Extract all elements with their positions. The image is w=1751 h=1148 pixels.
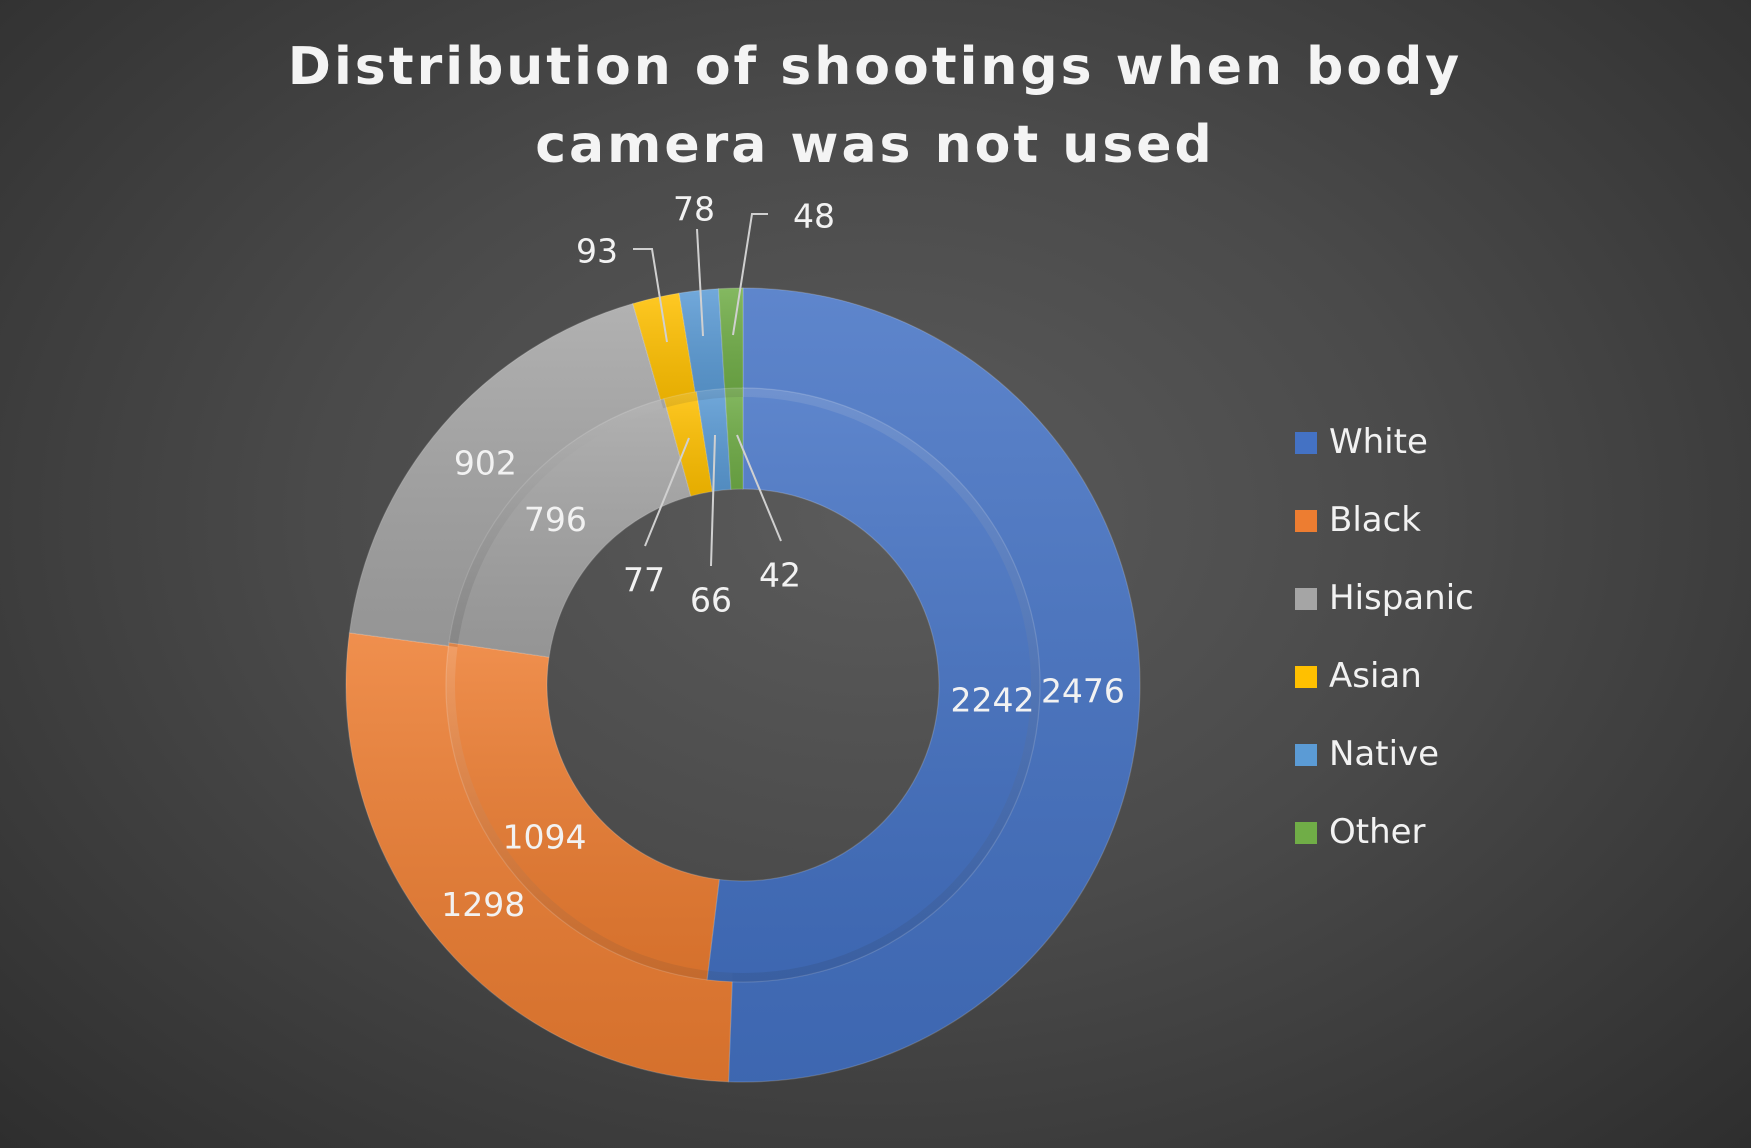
legend-item-asian: Asian xyxy=(1295,654,1595,696)
leader-line-outer-other xyxy=(732,213,768,336)
slice-shade-inner-asian xyxy=(663,391,713,497)
chart-title: Distribution of shootings when body came… xyxy=(287,37,1463,175)
legend-label: Black xyxy=(1329,500,1421,540)
slice-shade-outer-black xyxy=(345,632,733,1082)
legend-swatch xyxy=(1295,510,1317,532)
legend-swatch xyxy=(1295,588,1317,610)
legend-label: White xyxy=(1329,422,1428,462)
data-label-outer-native: 78 xyxy=(673,190,715,229)
data-label-inner-asian: 77 xyxy=(623,561,665,600)
slice-shade-outer-asian xyxy=(632,293,697,409)
legend-item-other: Other xyxy=(1295,810,1595,852)
slice-shade-outer-hispanic xyxy=(349,303,664,648)
legend-item-white: White xyxy=(1295,420,1595,462)
leader-line-outer-asian xyxy=(633,248,668,343)
legend-swatch xyxy=(1295,744,1317,766)
data-label-inner-other: 42 xyxy=(759,556,801,595)
leader-line-inner-asian xyxy=(644,437,690,547)
leader-line-outer-native xyxy=(696,228,704,337)
data-label-outer-black: 1298 xyxy=(441,885,525,924)
legend-label: Other xyxy=(1329,812,1426,852)
legend-label: Native xyxy=(1329,734,1440,774)
slice-shade-outer-white xyxy=(728,288,1140,1082)
legend-swatch xyxy=(1295,666,1317,688)
slice-shade-inner-hispanic xyxy=(449,398,691,658)
legend-label: Asian xyxy=(1329,656,1422,696)
legend-item-black: Black xyxy=(1295,498,1595,540)
data-label-inner-native: 66 xyxy=(690,581,732,620)
legend-swatch xyxy=(1295,822,1317,844)
slice-shade-outer-native xyxy=(679,288,726,401)
data-label-inner-black: 1094 xyxy=(502,817,586,856)
data-label-outer-other: 48 xyxy=(793,197,835,236)
data-label-outer-hispanic: 902 xyxy=(454,444,517,483)
data-label-inner-white: 2242 xyxy=(951,681,1035,720)
data-label-outer-asian: 93 xyxy=(576,232,618,271)
legend-item-hispanic: Hispanic xyxy=(1295,576,1595,618)
slice-shade-inner-black xyxy=(446,642,720,980)
legend-swatch xyxy=(1295,432,1317,454)
leader-line-inner-other xyxy=(736,434,782,542)
data-label-outer-white: 2476 xyxy=(1041,672,1125,711)
slice-shade-inner-white xyxy=(706,388,1041,983)
slice-shade-inner-native xyxy=(696,388,732,492)
legend-label: Hispanic xyxy=(1329,578,1474,618)
data-label-inner-hispanic: 796 xyxy=(524,500,587,539)
leader-line-inner-native xyxy=(710,434,716,567)
slice-shade-inner-other xyxy=(724,388,743,490)
legend-item-native: Native xyxy=(1295,732,1595,774)
